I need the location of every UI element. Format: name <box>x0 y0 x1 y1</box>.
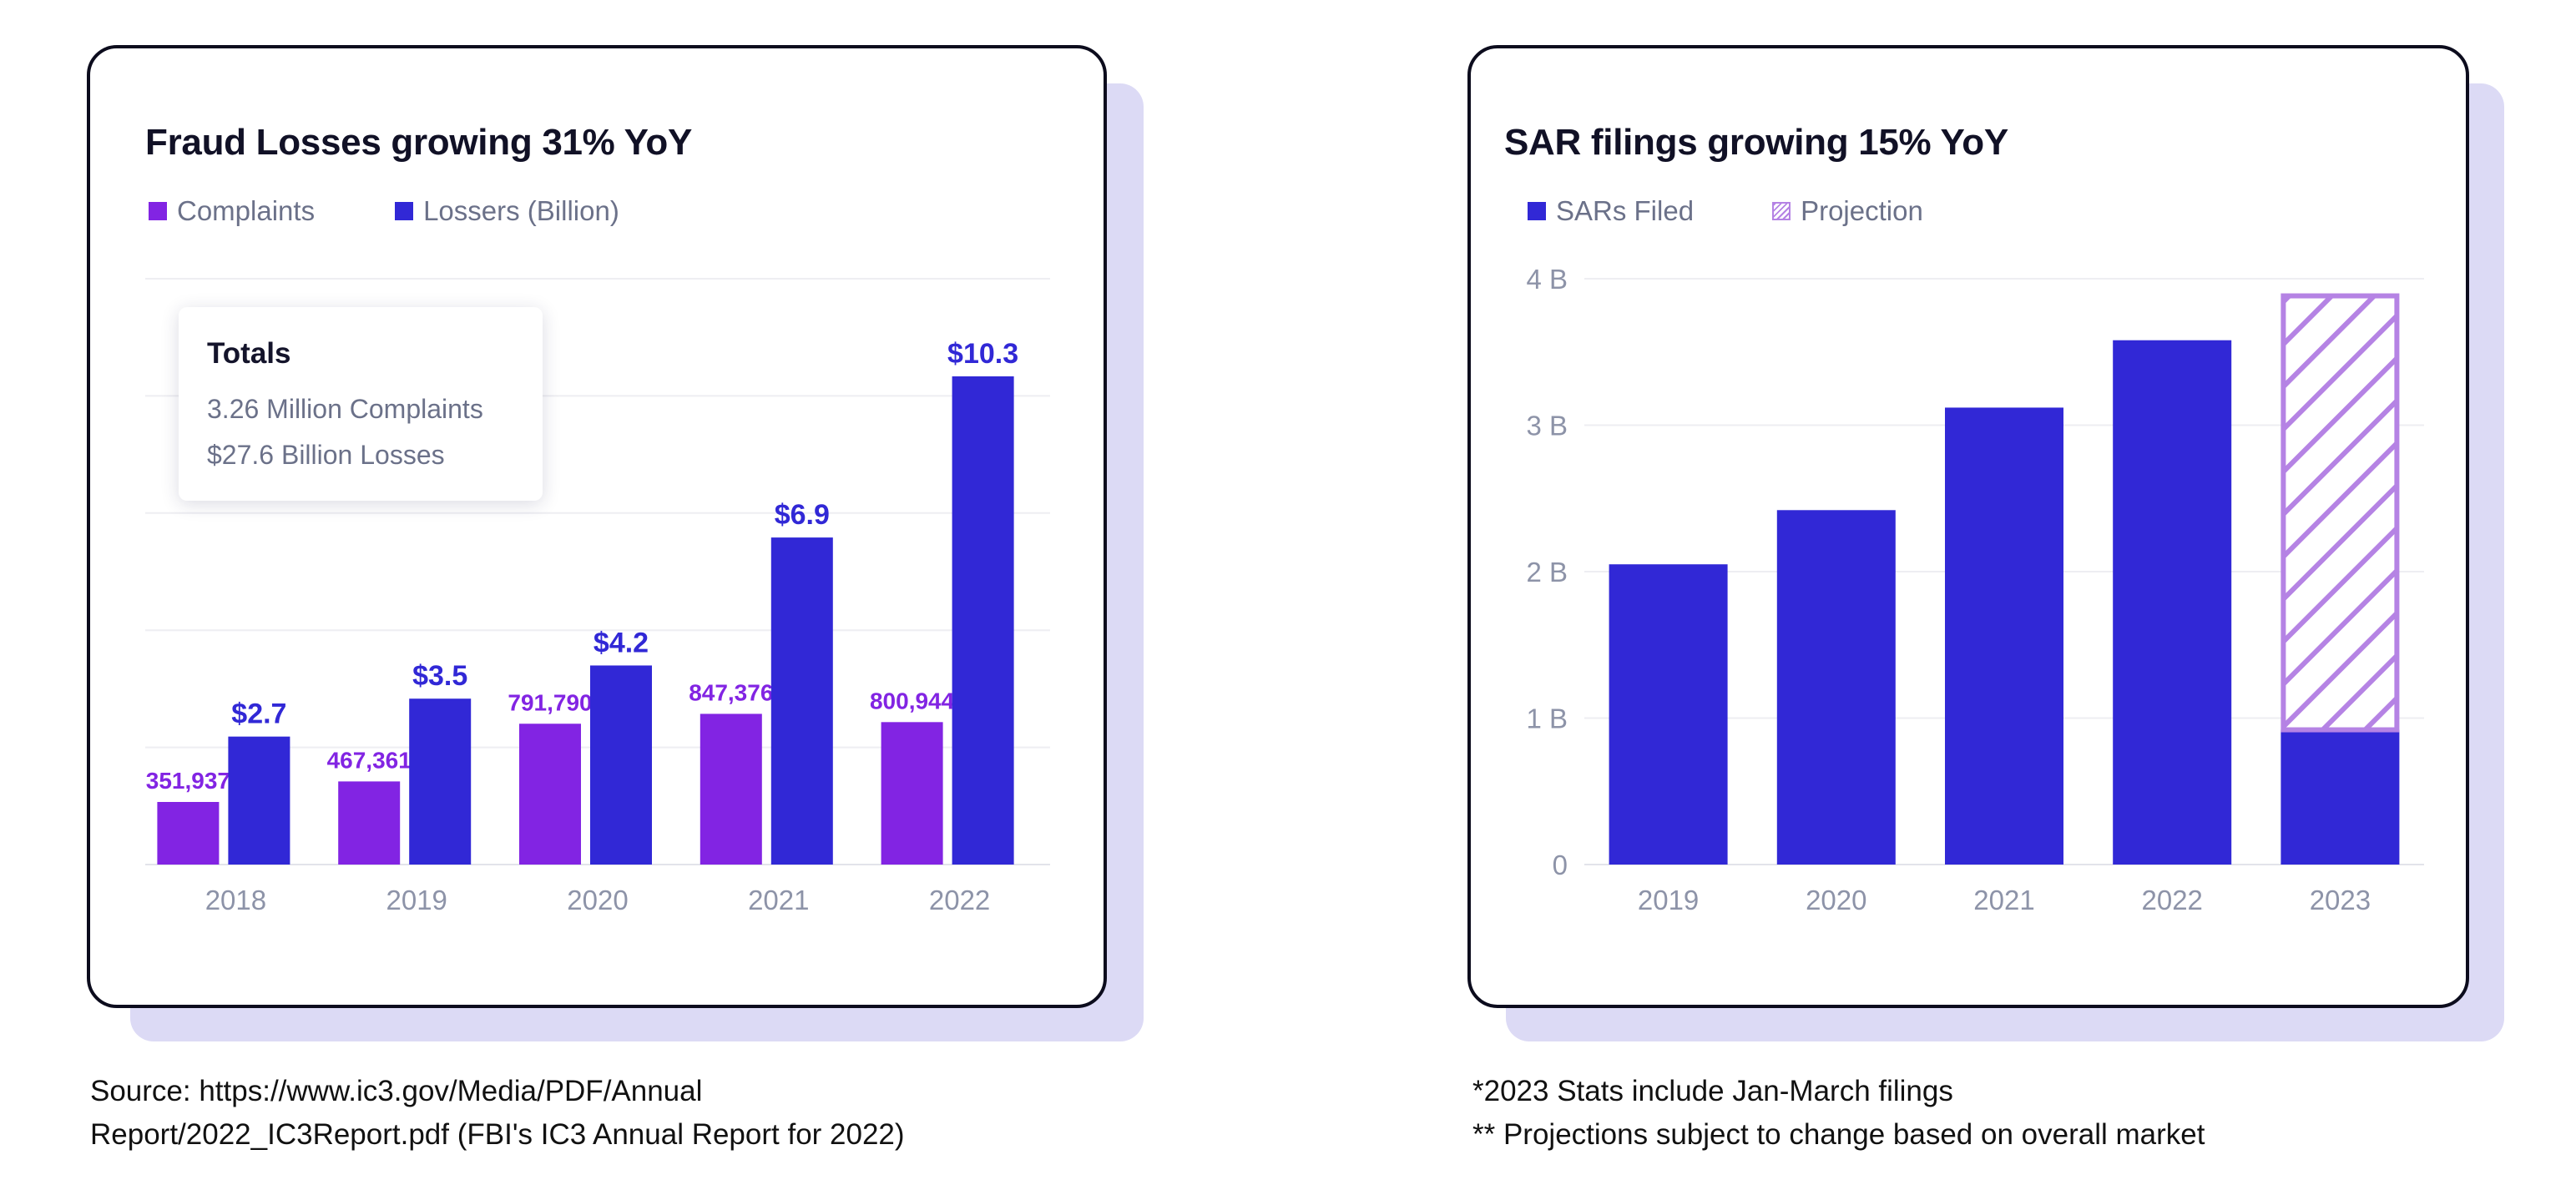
sar-chart-title: SAR filings growing 15% YoY <box>1504 122 2008 163</box>
sar-y-tick-0: 0 <box>1553 850 1568 880</box>
fraud-legend: Complaints Lossers (Billion) <box>149 195 619 227</box>
projection-legend-label: Projection <box>1801 195 1923 226</box>
fraud-x-tick-2021: 2021 <box>748 885 809 915</box>
losses-bar-2019 <box>409 698 472 865</box>
losses-legend-swatch <box>395 202 414 220</box>
note-line-2: ** Projections subject to change based o… <box>1472 1118 2205 1151</box>
sar-y-tick-1: 1 B <box>1526 703 1568 734</box>
complaints-bar-2020 <box>519 724 581 865</box>
losses-bar-2018 <box>228 736 290 865</box>
sar-legend: SARs Filed Projection <box>1528 195 1923 227</box>
sar-chart-card: SAR filings growing 15% YoY SARs Filed P… <box>1467 45 2469 1008</box>
losses-value-label-2019: $3.5 <box>412 660 467 692</box>
complaints-legend-label: Complaints <box>177 195 316 226</box>
fraud-x-tick-2018: 2018 <box>205 885 266 915</box>
sars-bar-2020 <box>1776 510 1896 865</box>
stats-footnote: *2023 Stats include Jan-March filings **… <box>1472 1070 2205 1157</box>
projection-legend-swatch <box>1772 202 1791 220</box>
sar-x-tick-2020: 2020 <box>1806 885 1866 915</box>
sar-x-tick-2022: 2022 <box>2141 885 2202 915</box>
sars-bar-2023 <box>2281 729 2400 865</box>
sar-x-tick-2021: 2021 <box>1973 885 2034 915</box>
complaints-value-label-2019: 467,361 <box>327 747 412 773</box>
complaints-bar-2022 <box>881 722 943 865</box>
fraud-bar-chart: 351,937 $2.7 2018 467,361 $3.5 2019 791,790 $4.… <box>145 278 1050 915</box>
sars-bar-2022 <box>2113 340 2232 865</box>
losses-value-label-2021: $6.9 <box>775 499 830 531</box>
totals-tooltip: Totals 3.26 Million Complaints $27.6 Bil… <box>179 307 543 501</box>
source-line-1: Source: https://www.ic3.gov/Media/PDF/An… <box>90 1075 703 1107</box>
sar-bar-chart: 0 1 B 2 B 3 B 4 B 2019 2020 2021 2022 2023 <box>1526 264 2424 915</box>
losses-value-label-2020: $4.2 <box>593 627 649 658</box>
fraud-chart-card: Fraud Losses growing 31% YoY Complaints … <box>87 45 1107 1008</box>
complaints-bar-2018 <box>157 802 220 865</box>
complaints-value-label-2022: 800,944 <box>870 688 955 713</box>
losses-value-label-2018: $2.7 <box>231 698 286 730</box>
note-line-1: *2023 Stats include Jan-March filings <box>1472 1075 1953 1107</box>
source-footnote: Source: https://www.ic3.gov/Media/PDF/An… <box>90 1070 905 1157</box>
fraud-x-tick-2020: 2020 <box>567 885 628 915</box>
losses-value-label-2022: $10.3 <box>947 338 1018 370</box>
tooltip-title: Totals <box>207 337 291 370</box>
losses-legend-label: Lossers (Billion) <box>423 195 619 226</box>
sar-x-tick-2023: 2023 <box>2310 885 2371 915</box>
complaints-bar-2021 <box>700 713 762 865</box>
complaints-legend-swatch <box>149 202 167 220</box>
complaints-value-label-2018: 351,937 <box>146 768 230 794</box>
tooltip-complaints-total: 3.26 Million Complaints <box>207 394 483 424</box>
fraud-x-tick-2022: 2022 <box>929 885 990 915</box>
losses-bar-2022 <box>952 376 1014 865</box>
losses-bar-2021 <box>770 537 833 865</box>
tooltip-losses-total: $27.6 Billion Losses <box>207 440 445 470</box>
fraud-x-tick-2019: 2019 <box>386 885 447 915</box>
sar-y-tick-4: 4 B <box>1526 264 1568 295</box>
sar-x-tick-2019: 2019 <box>1638 885 1699 915</box>
source-line-2: Report/2022_IC3Report.pdf (FBI's IC3 Ann… <box>90 1118 905 1151</box>
sars-bar-2021 <box>1945 407 2063 865</box>
sars-legend-label: SARs Filed <box>1556 195 1695 226</box>
projection-bar-2023 <box>2281 293 2400 733</box>
sars-legend-swatch <box>1528 202 1546 220</box>
sar-y-tick-2: 2 B <box>1526 557 1568 587</box>
fraud-chart-title: Fraud Losses growing 31% YoY <box>145 122 693 163</box>
complaints-bar-2019 <box>338 781 401 865</box>
sars-bar-2019 <box>1609 564 1728 865</box>
complaints-value-label-2020: 791,790 <box>508 689 592 715</box>
sar-y-tick-3: 3 B <box>1526 411 1568 441</box>
complaints-value-label-2021: 847,376 <box>689 679 773 705</box>
losses-bar-2020 <box>590 665 652 865</box>
